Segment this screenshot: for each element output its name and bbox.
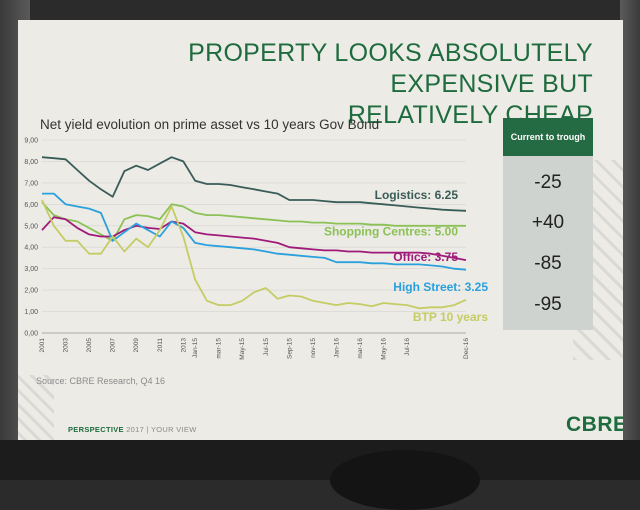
x-tick-label: Dec-16 — [463, 338, 470, 359]
cbre-logo: CBRE — [566, 413, 623, 436]
x-tick-label: Jul-15 — [263, 338, 270, 356]
x-tick-label: Sep-15 — [286, 338, 293, 359]
y-tick-label: 7,00 — [24, 180, 38, 187]
series-label-high-street: High Street: 3.25 — [393, 280, 488, 294]
x-tick-label: 2011 — [157, 338, 164, 352]
series-line — [41, 199, 467, 310]
x-tick-label: 2007 — [110, 338, 117, 353]
y-tick-label: 2,00 — [24, 288, 38, 295]
series-line — [42, 192, 467, 271]
trough-value-office: -85 — [534, 253, 562, 274]
x-tick-label: May-15 — [239, 338, 246, 360]
series-label-logistics: Logistics: 6.25 — [375, 188, 459, 202]
y-tick-label: 5,00 — [24, 223, 38, 230]
audience-silhouette — [0, 440, 640, 480]
presentation-slide: PROPERTY LOOKS ABSOLUTELY EXPENSIVE BUT … — [18, 20, 623, 445]
x-tick-label: May-16 — [381, 338, 388, 360]
y-tick-label: 8,00 — [24, 159, 38, 166]
background-right — [620, 0, 640, 480]
y-tick-label: 6,00 — [24, 202, 38, 209]
x-tick-label: mar-16 — [357, 338, 364, 359]
y-tick-label: 3,00 — [24, 266, 38, 273]
x-tick-label: Jan-15 — [192, 338, 199, 358]
series-label-office: Office: 3.75 — [393, 250, 458, 264]
source-note: Source: CBRE Research, Q4 16 — [36, 376, 166, 386]
trough-value-high-street: -95 — [534, 294, 562, 315]
footer: PERSPECTIVE 2017 | YOUR VIEW — [68, 425, 197, 434]
x-tick-label: 2005 — [86, 338, 93, 353]
series-line — [41, 156, 467, 212]
yield-line-chart: 0,00 1,00 2,00 3,00 4,00 5,00 6,00 7,00 8,00 9,00… — [24, 138, 488, 360]
y-tick-label: 4,00 — [24, 245, 38, 252]
audience-head — [330, 450, 480, 510]
y-tick-label: 1,00 — [24, 309, 38, 316]
slide-title-line1: PROPERTY LOOKS ABSOLUTELY EXPENSIVE BUT — [188, 39, 593, 98]
y-tick-label: 0,00 — [24, 331, 38, 338]
x-tick-label: Jul-16 — [404, 338, 411, 356]
series-label-shopping-centres: Shopping Centres: 5.00 — [324, 224, 458, 238]
current-to-trough-header: Current to trough — [503, 118, 593, 156]
x-tick-label: 2009 — [133, 338, 140, 353]
x-tick-label: 2003 — [63, 338, 70, 353]
series-label-btp-10-years: BTP 10 years — [413, 310, 488, 324]
footer-rest: 2017 | YOUR VIEW — [123, 425, 197, 434]
y-tick-label: 9,00 — [24, 138, 38, 145]
building-graphic-left — [18, 375, 54, 445]
trough-value-logistics: -25 — [534, 172, 562, 193]
chart-title: Net yield evolution on prime asset vs 10… — [40, 117, 380, 132]
x-tick-label: 2001 — [39, 338, 46, 353]
slide-title: PROPERTY LOOKS ABSOLUTELY EXPENSIVE BUT … — [78, 38, 593, 131]
trough-value-shopping-centres: +40 — [531, 212, 565, 233]
footer-perspective: PERSPECTIVE — [68, 425, 124, 434]
x-tick-label: nov-15 — [310, 338, 317, 358]
x-tick-label: mar-15 — [216, 338, 223, 359]
x-tick-label: Jan-16 — [333, 338, 340, 358]
x-tick-label: 2013 — [180, 338, 187, 353]
